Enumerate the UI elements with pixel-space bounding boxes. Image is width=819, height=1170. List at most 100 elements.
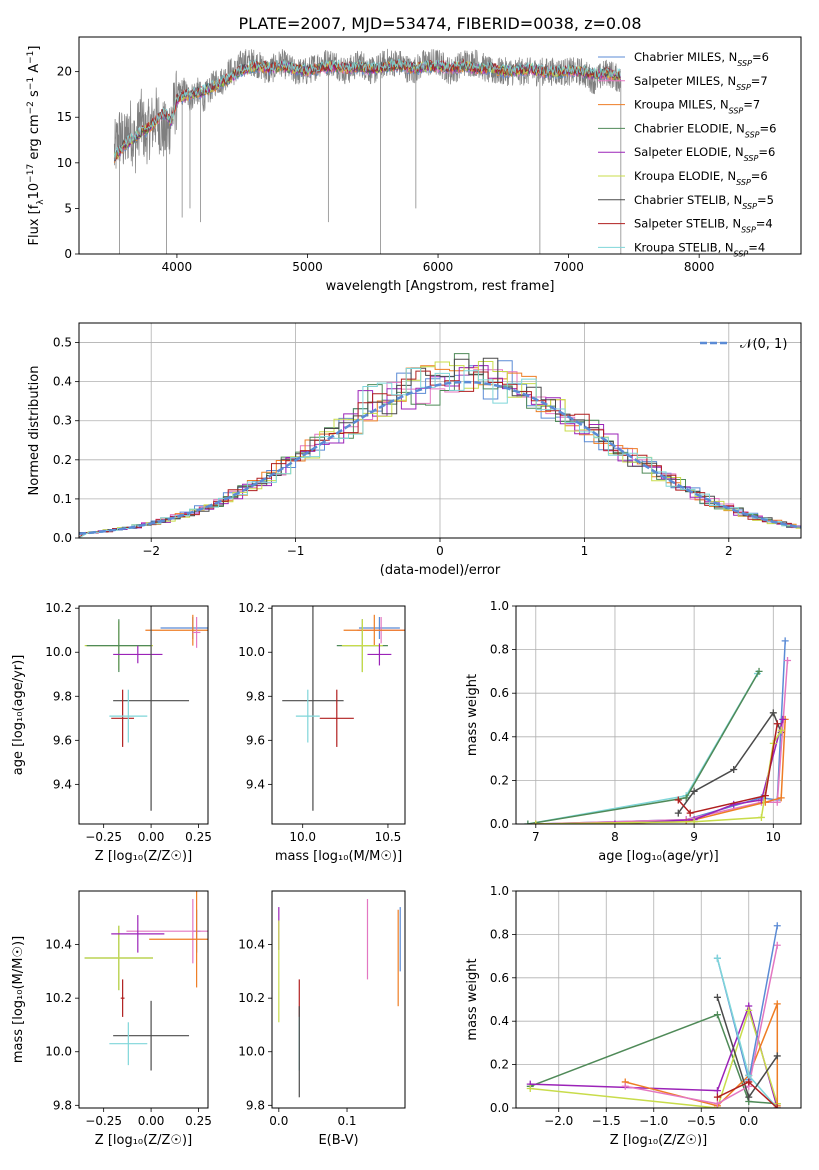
mass-weight-point [713, 1100, 721, 1108]
x-tick-label: 8 [611, 830, 619, 844]
age-vs-mass-frame [271, 605, 406, 825]
mass-weight-point [773, 1052, 781, 1060]
legend-label-part: Kroupa STELIB, N [634, 240, 734, 254]
legend-label-part: SSP [736, 178, 751, 187]
y-axis-label-part: λ [36, 199, 46, 205]
x-tick-label: −2 [142, 544, 160, 558]
x-tick-label: −0.25 [85, 1114, 122, 1128]
legend-label: Chabrier ELODIE, NSSP=6 [634, 121, 776, 139]
x-tick-label: −1.5 [592, 1114, 621, 1128]
mass-weight-point [730, 766, 738, 773]
y-axis-label-part: −17 [26, 164, 36, 183]
y-tick-label: 5 [64, 201, 72, 215]
y-tick-label: 9.4 [246, 777, 265, 791]
y-tick-label: 0 [64, 247, 72, 261]
legend-label-part: Chabrier MILES, N [634, 50, 737, 64]
legend-label-part: =5 [757, 193, 774, 207]
mass-weight-point [686, 809, 694, 817]
x-tick-label: −0.5 [687, 1114, 716, 1128]
y-tick-label: 10.4 [45, 938, 72, 952]
legend-label: Kroupa MILES, NSSP=7 [634, 98, 760, 116]
legend-label-part: Kroupa MILES, N [634, 98, 729, 112]
x-tick-label: 0.0 [739, 1114, 758, 1128]
mass-weight-series-line [535, 719, 786, 824]
mass-weight-point [611, 820, 619, 824]
y-tick-label: 9.8 [53, 689, 72, 703]
y-axis-label-part: −1 [26, 77, 36, 90]
residuals-axes: −2 −1 0 1 2 0.0 0.1 0.2 0.3 0.4 0.5 (data-model)/er… [27, 323, 801, 578]
x-tick-label: 0.00 [138, 1114, 165, 1128]
mass-weight-point [773, 720, 781, 728]
mass-weight-point [713, 1087, 721, 1095]
mass-weight-point [713, 954, 721, 962]
legend-label: Salpeter MILES, NSSP=7 [634, 74, 768, 92]
x-tick-label: −2.0 [544, 1114, 573, 1128]
x-tick-label: 10.5 [375, 830, 402, 844]
spectrum-frame [78, 36, 802, 255]
y-tick-label: 0.0 [490, 1101, 509, 1115]
y-axis-label: mass [log₁₀(M/M☉)] [11, 936, 26, 1063]
mass-weight-series-line [527, 671, 760, 824]
y-tick-label: 0.6 [490, 686, 509, 700]
y-tick-label: 10.4 [238, 938, 265, 952]
mass-weight-point [674, 796, 682, 804]
mass-weight-series-line [530, 1007, 779, 1108]
legend-label-part: Chabrier ELODIE, N [634, 121, 745, 135]
mass-weight-point [777, 794, 785, 802]
legend-label: Kroupa ELODIE, NSSP=6 [634, 169, 768, 187]
x-tick-label: 2 [725, 544, 733, 558]
x-tick-label: 0.0 [269, 1114, 288, 1128]
spectrum-legend: Chabrier MILES, N SSP =6 Salpeter MILES, NS… [598, 50, 776, 258]
mass-weight-vs-Z-frame [515, 890, 802, 1109]
y-tick-label: 1.0 [490, 884, 509, 898]
x-tick-label: 4000 [162, 260, 193, 274]
y-tick-label: 10.2 [45, 601, 72, 615]
legend-label: Kroupa STELIB, NSSP=4 [634, 240, 765, 258]
y-axis-label-part: 10 [27, 183, 42, 200]
legend-label-part: SSP [741, 225, 756, 234]
legend-label-part: =4 [748, 240, 765, 254]
mass-weight-series-line [716, 958, 778, 1108]
y-tick-label: 20 [57, 65, 72, 79]
mass-weight-point [690, 787, 698, 795]
mass-weight-point [761, 792, 769, 800]
y-axis-label-part: erg cm [27, 114, 42, 163]
y-tick-label: 0.4 [490, 1014, 509, 1028]
mass-weight-point [784, 657, 792, 664]
y-tick-label: 10.2 [238, 991, 265, 1005]
mass-weight-vs-Z-axes: −2.0 −1.5 −1.0 −0.5 0.0 0.0 0.2 0.4 0.6 0.8 1.0 Z [… [465, 884, 801, 1148]
y-tick-label: 10.2 [45, 991, 72, 1005]
legend-label-part: SSP [744, 154, 759, 163]
mass-weight-point [745, 1093, 753, 1101]
x-tick-label: −1.0 [639, 1114, 668, 1128]
x-tick-label: −0.25 [85, 830, 122, 844]
legend-label-part: Kroupa ELODIE, N [634, 169, 736, 183]
x-axis-label: (data-model)/error [380, 563, 501, 578]
legend-label-part: SSP [729, 106, 744, 115]
x-axis-label: mass [log₁₀(M/M☉)] [275, 849, 402, 864]
y-axis-label: age [log₁₀(age/yr)] [11, 655, 26, 776]
x-tick-label: 0.1 [337, 1114, 356, 1128]
legend-label-part: =7 [743, 98, 760, 112]
spectrum-plot [113, 48, 622, 254]
y-tick-label: 10 [57, 156, 72, 170]
spectrum-axes: 4000 5000 6000 7000 8000 0 5 10 15 20 wavelength [… [26, 46, 714, 295]
y-axis-label: Flux [fλ10−17 erg cm−2 s−1 A−1] [26, 46, 46, 246]
mass-weight-point [730, 800, 738, 808]
mass-weight-point [745, 1071, 753, 1079]
figure-title: PLATE=2007, MJD=53474, FIBERID=0038, z=0… [238, 14, 641, 33]
mass-weight-point [773, 798, 781, 806]
x-tick-label: 10.0 [289, 830, 316, 844]
y-axis-label-part: −1 [26, 51, 36, 64]
x-axis-label: wavelength [Angstrom, rest frame] [326, 279, 555, 294]
mass-weight-vs-age-plot [524, 637, 792, 824]
legend-label-part: Chabrier STELIB, N [634, 193, 742, 207]
mass-weight-series-line [535, 640, 786, 824]
mass-weight-point [755, 667, 763, 675]
y-tick-label: 9.6 [53, 733, 72, 747]
mass-weight-point [777, 726, 785, 734]
y-tick-label: 0.8 [490, 643, 509, 657]
y-tick-label: 0.6 [490, 971, 509, 985]
legend-label-part: =6 [760, 121, 777, 135]
mass-weight-point [524, 820, 532, 824]
